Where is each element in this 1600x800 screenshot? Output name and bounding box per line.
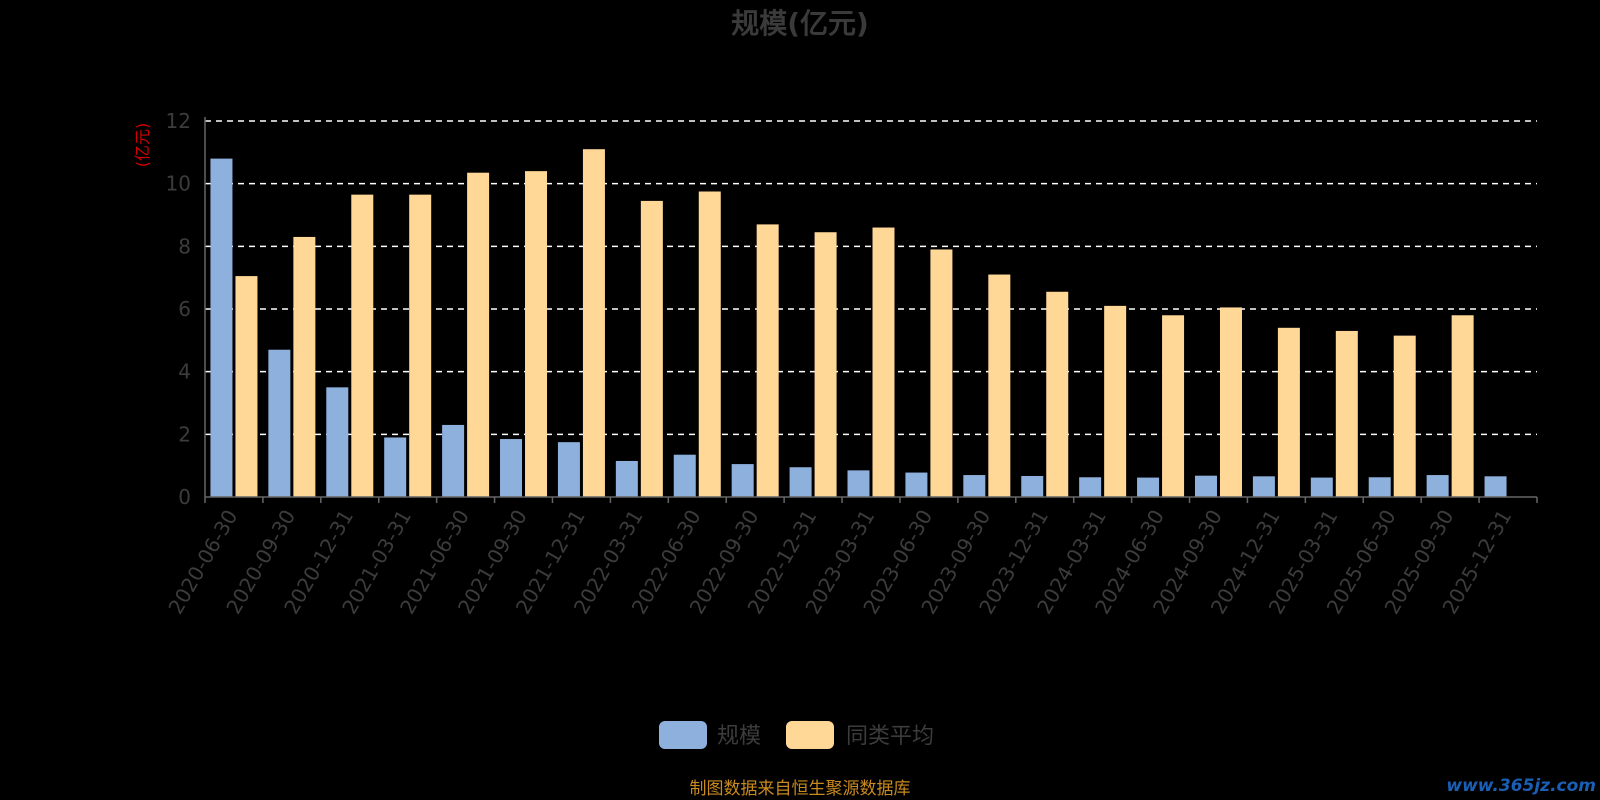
bar-category-average[interactable] bbox=[293, 236, 316, 497]
bar-category-average[interactable] bbox=[698, 191, 721, 498]
bar-category-average[interactable] bbox=[1277, 327, 1300, 497]
y-tick-label: 12 bbox=[166, 109, 191, 133]
y-tick-label: 2 bbox=[178, 422, 191, 446]
data-source-note: 制图数据来自恒生聚源数据库 bbox=[690, 779, 911, 799]
y-tick-label: 10 bbox=[166, 172, 191, 196]
y-tick-label: 0 bbox=[178, 485, 191, 509]
bars bbox=[210, 149, 1507, 498]
bar-category-average[interactable] bbox=[1219, 307, 1242, 497]
bar-category-average[interactable] bbox=[1451, 315, 1474, 497]
legend-swatch-scale bbox=[659, 721, 707, 749]
bar-category-average[interactable] bbox=[1162, 315, 1185, 497]
bar-category-average[interactable] bbox=[640, 200, 663, 497]
bar-category-average[interactable] bbox=[1046, 291, 1069, 497]
bar-category-average[interactable] bbox=[1335, 330, 1358, 497]
bar-scale[interactable] bbox=[500, 439, 523, 497]
bar-scale[interactable] bbox=[384, 437, 407, 497]
bar-category-average[interactable] bbox=[467, 172, 490, 497]
legend-label-category-average: 同类平均 bbox=[846, 724, 934, 749]
bar-scale[interactable] bbox=[326, 387, 349, 497]
legend-swatch-category-average bbox=[786, 721, 834, 749]
bar-scale[interactable] bbox=[789, 467, 812, 497]
bar-scale[interactable] bbox=[1426, 475, 1449, 497]
bar-scale[interactable] bbox=[1021, 476, 1044, 497]
legend-item-scale[interactable]: 规模 bbox=[659, 721, 761, 749]
bar-category-average[interactable] bbox=[988, 274, 1011, 497]
bar-scale[interactable] bbox=[210, 158, 233, 497]
bar-scale[interactable] bbox=[963, 475, 986, 497]
bar-scale[interactable] bbox=[847, 470, 870, 497]
bar-scale[interactable] bbox=[1310, 477, 1333, 497]
watermark: www.365jz.com bbox=[1446, 776, 1596, 796]
y-axis-unit-label: (亿元) bbox=[133, 123, 152, 168]
bar-scale[interactable] bbox=[1484, 476, 1507, 497]
bar-scale[interactable] bbox=[1137, 477, 1160, 497]
legend-item-category-average[interactable]: 同类平均 bbox=[786, 721, 934, 749]
bar-category-average[interactable] bbox=[872, 227, 895, 498]
bar-scale[interactable] bbox=[1194, 475, 1217, 497]
bar-category-average[interactable] bbox=[582, 149, 605, 497]
bar-category-average[interactable] bbox=[351, 194, 374, 497]
bar-scale[interactable] bbox=[557, 442, 580, 497]
bar-category-average[interactable] bbox=[930, 249, 953, 497]
bar-scale[interactable] bbox=[1079, 477, 1102, 497]
bar-category-average[interactable] bbox=[409, 194, 432, 497]
bar-category-average[interactable] bbox=[1104, 305, 1127, 497]
legend-label-scale: 规模 bbox=[717, 724, 761, 749]
y-axis-ticks: 0 2 4 6 8 10 12 bbox=[166, 109, 191, 509]
bar-scale[interactable] bbox=[1368, 477, 1391, 497]
legend[interactable]: 规模 同类平均 bbox=[659, 721, 934, 749]
bar-scale[interactable] bbox=[1252, 476, 1275, 497]
bar-category-average[interactable] bbox=[814, 232, 837, 497]
axes bbox=[204, 117, 1538, 503]
x-axis-ticks: 2020-06-302020-09-302020-12-312021-03-31… bbox=[163, 506, 1516, 619]
bar-scale[interactable] bbox=[442, 424, 465, 497]
bar-scale[interactable] bbox=[731, 464, 754, 497]
y-tick-label: 4 bbox=[178, 360, 191, 384]
bar-scale[interactable] bbox=[673, 454, 696, 497]
y-tick-label: 6 bbox=[178, 297, 191, 321]
bar-category-average[interactable] bbox=[235, 276, 258, 497]
bar-scale[interactable] bbox=[268, 349, 291, 497]
y-tick-label: 8 bbox=[178, 234, 191, 258]
bar-category-average[interactable] bbox=[525, 171, 548, 497]
bar-category-average[interactable] bbox=[1393, 335, 1416, 497]
bar-scale[interactable] bbox=[905, 472, 928, 497]
bar-category-average[interactable] bbox=[756, 224, 779, 497]
chart-title: 规模(亿元) bbox=[731, 7, 869, 40]
bar-scale[interactable] bbox=[615, 460, 638, 497]
